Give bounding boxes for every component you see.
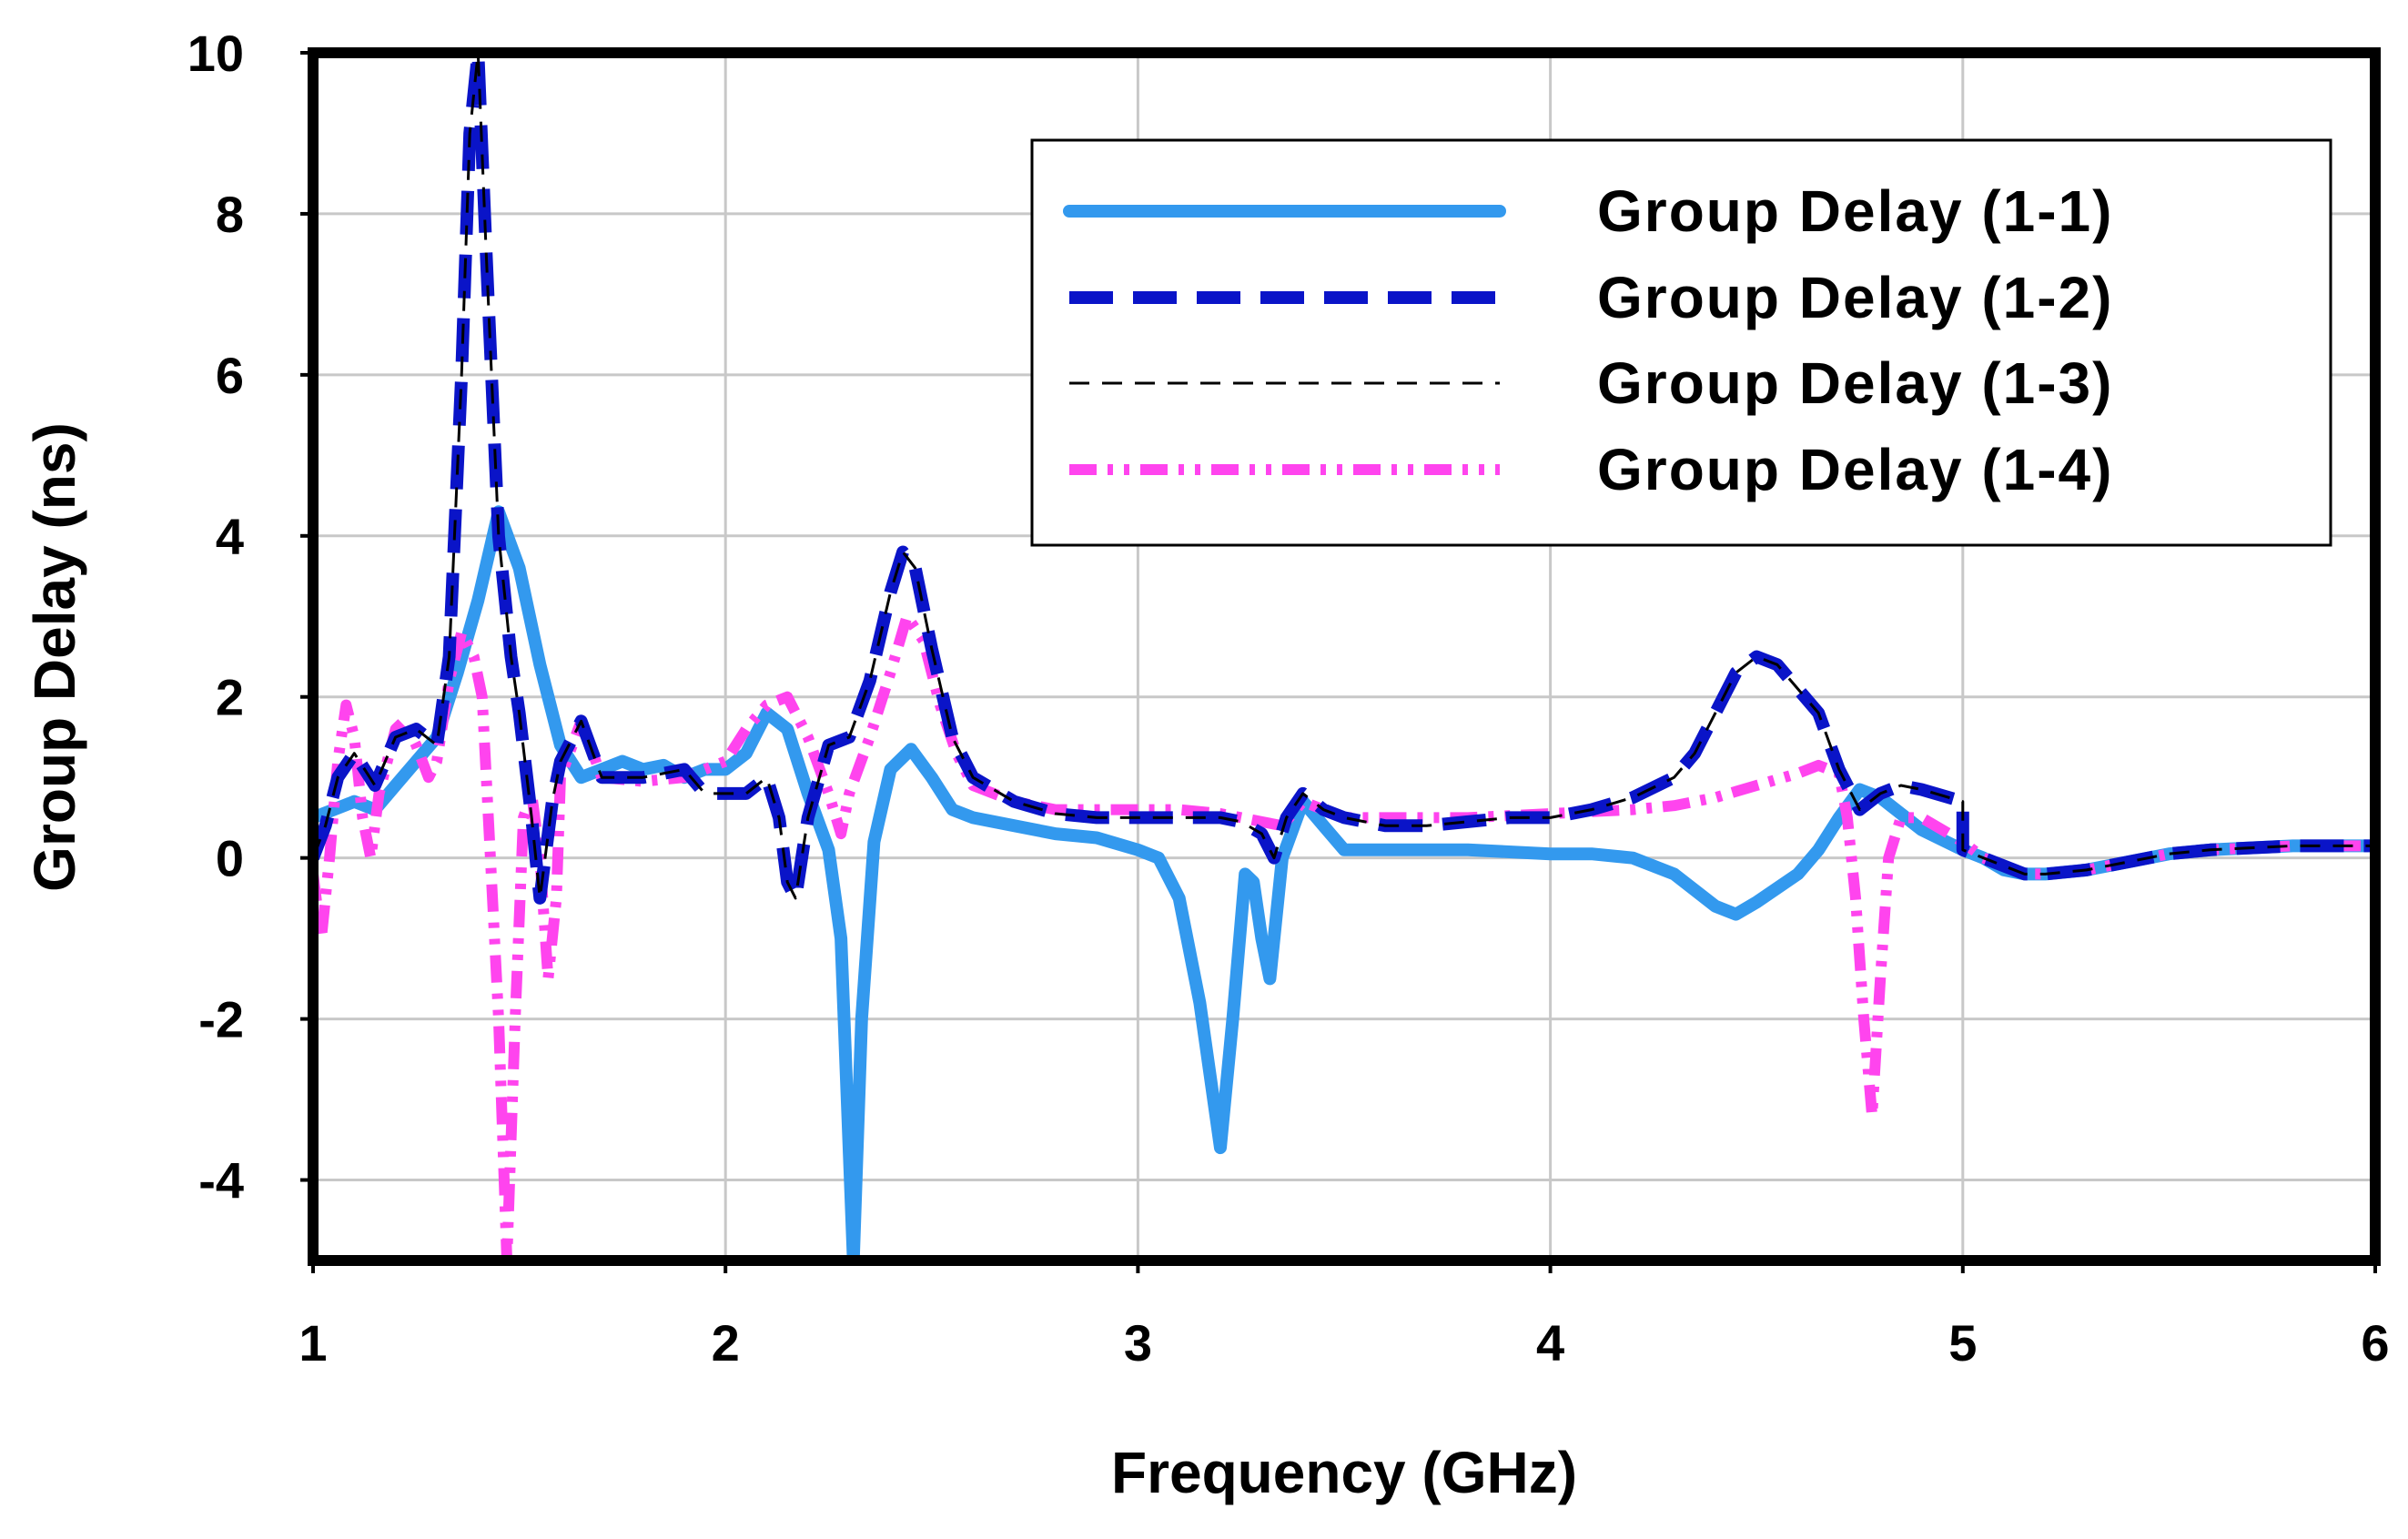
x-axis-title: Frequency (GHz): [1111, 1440, 1577, 1505]
x-tick-label: 2: [712, 1314, 740, 1372]
y-tick-label: 10: [187, 25, 244, 82]
y-tick-label: 2: [216, 669, 244, 726]
x-tick-label: 5: [1948, 1314, 1977, 1372]
legend-label-1-4: Group Delay (1-4): [1597, 437, 2113, 502]
series-group: [313, 53, 2375, 1261]
legend-label-1-3: Group Delay (1-3): [1597, 350, 2113, 416]
plot-frame: [308, 47, 2381, 1266]
x-axis-ticks: 1 2 3 4 5 6: [298, 1261, 2390, 1372]
series-line-3: [313, 53, 2375, 900]
y-tick-label: 6: [216, 347, 244, 404]
y-tick-label: 4: [216, 508, 244, 565]
y-tick-label: -2: [198, 991, 244, 1048]
x-tick-label: 3: [1124, 1314, 1152, 1372]
legend: Group Delay (1-1) Group Delay (1-2) Grou…: [1030, 138, 2332, 547]
legend-label-1-2: Group Delay (1-2): [1597, 265, 2113, 330]
y-tick-label: -4: [198, 1152, 244, 1210]
y-tick-label: 8: [216, 186, 244, 243]
y-tick-label: 0: [216, 830, 244, 887]
legend-label-1-1: Group Delay (1-1): [1597, 178, 2113, 244]
y-axis-ticks: -4 -2 0 2 4 6 8 10: [187, 25, 313, 1210]
x-tick-label: 4: [1536, 1314, 1564, 1372]
y-axis-title: Group Delay (ns): [22, 422, 87, 892]
x-tick-label: 6: [2361, 1314, 2389, 1372]
x-tick-label: 1: [298, 1314, 327, 1372]
